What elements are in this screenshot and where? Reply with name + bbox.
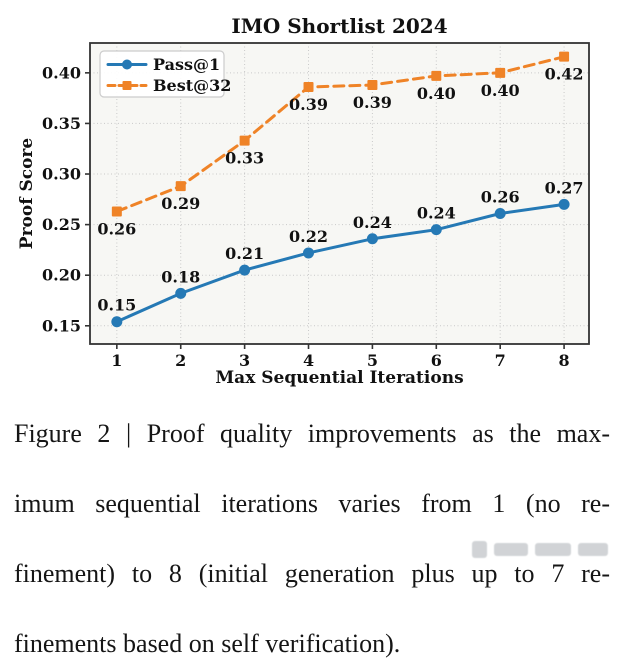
data-point-marker — [303, 82, 314, 93]
data-point-label: 0.15 — [97, 296, 136, 315]
data-point-marker — [239, 135, 250, 146]
caption-line: finement) to 8 (initial generation plus … — [14, 559, 610, 588]
x-tick-label: 8 — [559, 351, 570, 370]
data-point-marker — [431, 70, 442, 81]
data-point-label: 0.26 — [481, 187, 520, 206]
y-axis-label: Proof Score — [17, 138, 37, 250]
y-tick-label: 0.40 — [42, 63, 81, 82]
data-point-marker — [303, 247, 315, 259]
data-point-marker — [494, 207, 506, 219]
line-chart: 1 2 3 4 5 6 7 8 0.15 0.20 0.25 0.30 0.35 0.40 0.15 0.18… — [17, 14, 590, 388]
data-point-label: 0.33 — [225, 149, 264, 168]
x-tick-label: 3 — [239, 351, 250, 370]
y-tick-label: 0.30 — [42, 165, 81, 184]
x-tick-label: 7 — [495, 351, 506, 370]
data-point-marker — [111, 316, 123, 328]
caption-line: imum sequential iterations varies from 1… — [14, 489, 610, 518]
data-point-label: 0.18 — [161, 267, 200, 286]
x-tick-label: 4 — [303, 351, 314, 370]
figure-chart: 1 2 3 4 5 6 7 8 0.15 0.20 0.25 0.30 0.35 0.40 0.15 0.18… — [17, 14, 590, 388]
series-line-best-32 — [115, 55, 566, 213]
data-point-marker — [558, 198, 570, 210]
data-point-marker — [559, 51, 570, 62]
caption-line: finements based on self verification). — [14, 629, 401, 658]
watermark-glyph — [494, 543, 528, 556]
watermark-glyph — [578, 543, 608, 556]
data-point-label: 0.40 — [481, 81, 520, 100]
data-point-label: 0.27 — [545, 178, 584, 197]
data-point-label: 0.42 — [545, 65, 584, 84]
x-tick-label: 6 — [431, 351, 442, 370]
data-point-label: 0.24 — [417, 204, 456, 223]
data-point-marker — [175, 181, 186, 192]
watermark-glyph — [472, 541, 487, 558]
data-point-label: 0.39 — [289, 95, 328, 114]
x-tick-label: 1 — [111, 351, 122, 370]
legend: Pass@1 Best@32 — [99, 50, 231, 98]
series-line-pass-1 — [115, 202, 566, 324]
data-point-label: 0.22 — [289, 227, 328, 246]
data-point-marker — [367, 79, 378, 90]
data-point-marker — [175, 287, 187, 299]
grid — [90, 43, 589, 344]
y-tick-label: 0.35 — [42, 114, 81, 133]
legend-label: Pass@1 — [153, 55, 220, 74]
data-point-marker — [239, 264, 251, 276]
chart-title: IMO Shortlist 2024 — [231, 14, 447, 38]
legend-square-marker-icon — [122, 81, 132, 90]
legend-circle-marker-icon — [122, 59, 132, 70]
x-tick-label: 5 — [367, 351, 378, 370]
legend-label: Best@32 — [153, 76, 231, 95]
x-tick-label: 2 — [175, 351, 186, 370]
data-point-label: 0.26 — [97, 219, 136, 238]
figure-caption: Figure 2 | Proof quality improvements as… — [14, 416, 610, 661]
data-point-label: 0.39 — [353, 93, 392, 112]
y-tick-label: 0.15 — [42, 316, 81, 335]
data-point-marker — [495, 67, 506, 78]
y-tick-label: 0.25 — [42, 215, 81, 234]
watermark-glyph — [535, 543, 571, 556]
data-point-marker — [430, 224, 442, 236]
watermark — [472, 541, 608, 558]
data-point-label: 0.40 — [417, 84, 456, 103]
x-axis-label: Max Sequential Iterations — [215, 368, 463, 388]
data-point-marker — [111, 206, 122, 217]
data-point-label: 0.21 — [225, 244, 264, 263]
plot-border — [89, 42, 590, 345]
data-point-label: 0.29 — [161, 194, 200, 213]
data-point-marker — [366, 233, 378, 245]
data-point-label: 0.24 — [353, 213, 392, 232]
caption-line: Figure 2 | Proof quality improvements as… — [14, 419, 610, 448]
y-tick-label: 0.20 — [42, 266, 81, 285]
